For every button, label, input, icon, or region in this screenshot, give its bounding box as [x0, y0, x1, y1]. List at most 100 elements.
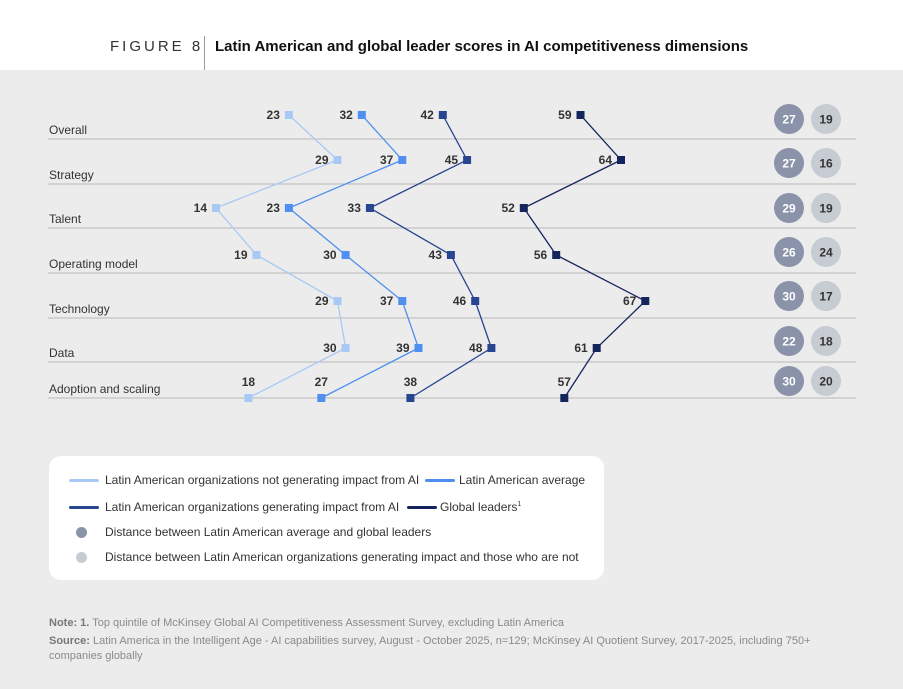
data-label-not_impact-technology: 29 — [315, 294, 329, 308]
data-point-impact-data — [487, 344, 496, 352]
legend-swatch-la-average — [425, 479, 455, 482]
gap-circle-impact-not-data — [811, 326, 841, 356]
legend-swatch-not-impact — [69, 479, 99, 482]
gap-value-avg-global-data: 22 — [782, 335, 796, 349]
data-label-la_average-strategy: 37 — [380, 153, 394, 167]
data-point-impact-technology — [471, 297, 480, 305]
data-label-not_impact-overall: 23 — [267, 108, 281, 122]
data-label-impact-strategy: 45 — [445, 153, 459, 167]
data-point-global-strategy — [617, 156, 625, 164]
data-label-global-operating-model: 56 — [534, 248, 548, 262]
category-label-operating-model: Operating model — [49, 257, 138, 271]
legend-label-global: Global leaders1 — [440, 500, 521, 514]
source-text: Latin America in the Intelligent Age - A… — [49, 635, 811, 662]
data-label-global-overall: 59 — [558, 108, 572, 122]
data-point-not_impact-overall — [284, 111, 293, 119]
category-label-data: Data — [49, 346, 75, 360]
footnote-marker: 1 — [517, 501, 522, 508]
data-point-global-adoption-and-scaling — [560, 394, 569, 402]
category-label-strategy: Strategy — [49, 168, 94, 182]
data-point-la_average-talent — [284, 204, 293, 212]
data-point-la_average-technology — [398, 297, 407, 305]
gap-value-avg-global-operating-model: 26 — [782, 246, 796, 260]
legend-label-light-circle: Distance between Latin American organiza… — [105, 550, 579, 564]
gap-value-avg-global-overall: 27 — [782, 113, 796, 127]
scores-chart: Overall Strategy Talent Operating model Tech… — [48, 104, 856, 402]
data-label-impact-overall: 42 — [420, 108, 434, 122]
gap-value-avg-global-talent: 29 — [782, 202, 796, 216]
data-label-la_average-operating-model: 30 — [323, 248, 337, 262]
gap-value-impact-not-strategy: 16 — [819, 157, 833, 171]
gap-circle-avg-global-strategy — [774, 148, 804, 178]
gap-value-avg-global-technology: 30 — [782, 290, 796, 304]
gap-circle-avg-global-talent — [774, 193, 804, 223]
data-label-not_impact-strategy: 29 — [315, 153, 329, 167]
data-point-not_impact-data — [341, 344, 350, 352]
source-line: Source: Latin America in the Intelligent… — [49, 634, 849, 664]
data-point-impact-talent — [365, 204, 374, 212]
legend-dot-dark — [76, 527, 87, 538]
category-label-overall: Overall — [49, 123, 87, 137]
data-point-not_impact-technology — [333, 297, 342, 305]
data-point-la_average-adoption-and-scaling — [317, 394, 326, 402]
note-text: Top quintile of McKinsey Global AI Compe… — [92, 617, 565, 629]
data-point-la_average-overall — [357, 111, 366, 119]
data-point-global-operating-model — [552, 251, 561, 259]
legend-label-la-average: Latin American average — [459, 473, 586, 487]
chart-legend: Latin American organizations not generat… — [49, 456, 604, 580]
source-label: Source: — [49, 635, 90, 647]
header-divider — [204, 36, 205, 70]
gap-circle-impact-not-strategy — [811, 148, 841, 178]
category-label-adoption-and-scaling: Adoption and scaling — [49, 382, 160, 396]
data-label-global-technology: 67 — [623, 294, 637, 308]
gap-value-impact-not-operating-model: 24 — [819, 246, 833, 260]
note-line: Note: 1. Top quintile of McKinsey Global… — [49, 616, 849, 631]
legend-label-not-impact: Latin American organizations not generat… — [105, 473, 420, 487]
gap-circle-avg-global-overall — [774, 104, 804, 134]
category-label-talent: Talent — [49, 212, 82, 226]
data-point-global-data — [592, 344, 601, 352]
gap-value-impact-not-data: 18 — [819, 335, 833, 349]
legend-label-impact: Latin American organizations generating … — [105, 500, 400, 514]
gap-circle-impact-not-adoption-and-scaling — [811, 366, 841, 396]
data-label-la_average-data: 39 — [396, 341, 410, 355]
data-label-la_average-technology: 37 — [380, 294, 394, 308]
gap-circle-impact-not-overall — [811, 104, 841, 134]
data-label-not_impact-operating-model: 19 — [234, 248, 248, 262]
data-label-global-data: 61 — [574, 341, 588, 355]
data-point-impact-overall — [438, 111, 447, 119]
data-label-impact-technology: 46 — [453, 294, 467, 308]
note-label: Note: 1. — [49, 617, 90, 629]
data-label-la_average-adoption-and-scaling: 27 — [315, 375, 329, 389]
data-point-impact-adoption-and-scaling — [406, 394, 415, 402]
data-point-la_average-data — [414, 344, 423, 352]
gap-circle-avg-global-technology — [774, 281, 804, 311]
data-point-not_impact-adoption-and-scaling — [244, 394, 253, 402]
figure-header: FIGURE 8 Latin American and global leade… — [0, 0, 903, 70]
gap-circle-avg-global-adoption-and-scaling — [774, 366, 804, 396]
gap-circle-avg-global-data — [774, 326, 804, 356]
data-point-la_average-strategy — [398, 156, 407, 164]
data-label-la_average-overall: 32 — [339, 108, 353, 122]
legend-dot-light — [76, 552, 87, 563]
gap-circle-impact-not-operating-model — [811, 237, 841, 267]
data-label-global-adoption-and-scaling: 57 — [558, 375, 572, 389]
gap-value-avg-global-adoption-and-scaling: 30 — [782, 375, 796, 389]
data-label-not_impact-data: 30 — [323, 341, 337, 355]
figure-title: Latin American and global leader scores … — [215, 38, 749, 55]
gap-value-impact-not-talent: 19 — [819, 202, 833, 216]
legend-global-text: Global leaders — [440, 500, 518, 514]
data-label-impact-operating-model: 43 — [429, 248, 443, 262]
data-label-impact-adoption-and-scaling: 38 — [404, 375, 418, 389]
legend-swatch-impact — [69, 506, 99, 509]
gap-circle-avg-global-operating-model — [774, 237, 804, 267]
figure-notes: Note: 1. Top quintile of McKinsey Global… — [49, 616, 849, 667]
data-label-not_impact-talent: 14 — [194, 201, 208, 215]
gap-value-impact-not-technology: 17 — [819, 290, 833, 304]
data-label-impact-talent: 33 — [348, 201, 362, 215]
data-label-global-strategy: 64 — [599, 153, 613, 167]
data-point-not_impact-talent — [212, 204, 220, 212]
gap-value-avg-global-strategy: 27 — [782, 157, 796, 171]
gap-circle-impact-not-talent — [811, 193, 841, 223]
data-point-not_impact-operating-model — [252, 251, 261, 259]
